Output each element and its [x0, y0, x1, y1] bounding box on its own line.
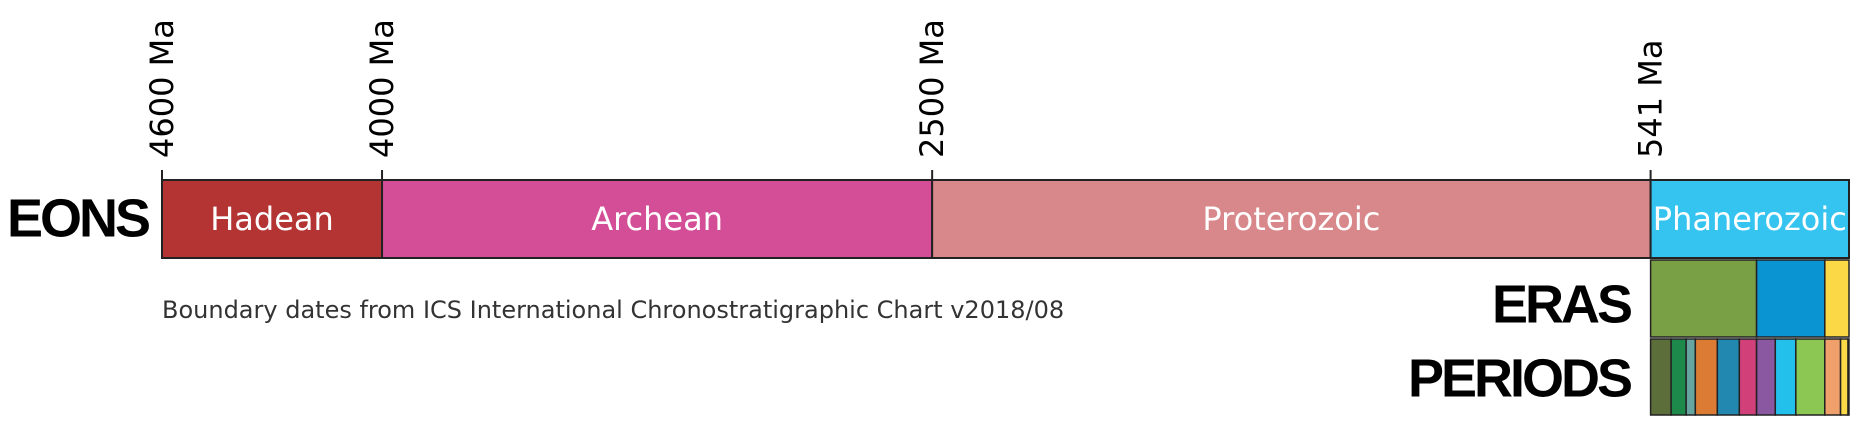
note: Boundary dates from ICS International Ch…	[162, 296, 1064, 324]
period-block	[1795, 338, 1826, 416]
era-block	[1824, 259, 1850, 338]
period-block	[1755, 338, 1777, 416]
period-block	[1847, 338, 1850, 416]
period-block	[1824, 338, 1842, 416]
eon-block	[931, 179, 1652, 259]
eons-label: EONS	[7, 188, 149, 248]
tick-label: 2500 Ma	[913, 19, 951, 158]
period-block	[1649, 338, 1672, 416]
eon-name: Phanerozoic	[1653, 200, 1847, 238]
tick-label: 4600 Ma	[143, 19, 181, 158]
eon-name: Proterozoic	[1202, 200, 1380, 238]
eon-block	[1649, 179, 1850, 259]
eon-name: Archean	[591, 200, 723, 238]
tick-label: 4000 Ma	[363, 19, 401, 158]
period-block	[1670, 338, 1687, 416]
period-block	[1839, 338, 1849, 416]
period-block	[1685, 338, 1697, 416]
eon-block	[161, 179, 384, 259]
eon-block	[381, 179, 934, 259]
era-block	[1649, 259, 1758, 338]
eras-label: ERAS	[1492, 274, 1631, 334]
period-block	[1738, 338, 1758, 416]
era-block	[1755, 259, 1826, 338]
period-block	[1716, 338, 1741, 416]
periods-label: PERIODS	[1408, 348, 1631, 408]
eon-name: Hadean	[210, 200, 334, 238]
period-block	[1774, 338, 1797, 416]
tick-label: 541 Ma	[1632, 40, 1670, 158]
period-block	[1694, 338, 1719, 416]
